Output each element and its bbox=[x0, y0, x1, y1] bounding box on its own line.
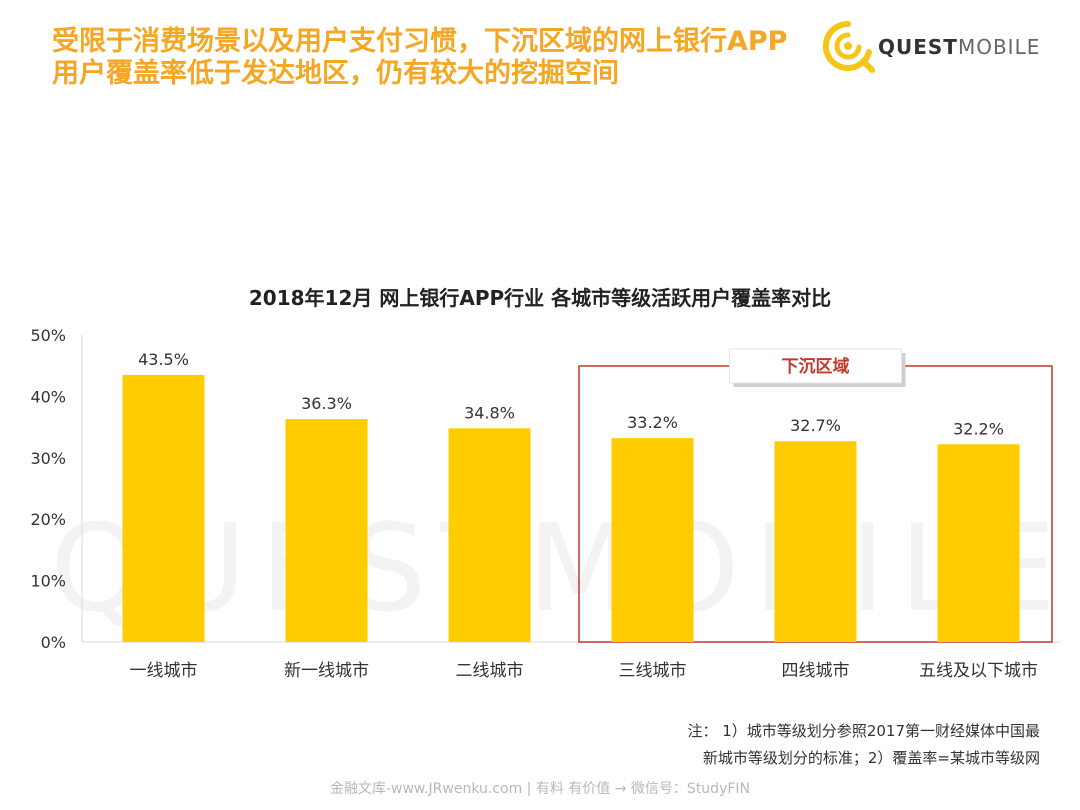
headline: 受限于消费场景以及用户支付习惯，下沉区域的网上银行APP用户覆盖率低于发达地区，… bbox=[52, 26, 788, 89]
y-tick-label: 30% bbox=[30, 449, 66, 468]
brand-name-light: MOBILE bbox=[957, 35, 1041, 59]
y-tick-label: 50% bbox=[30, 326, 66, 345]
questmobile-logo-icon bbox=[822, 20, 875, 73]
bar bbox=[937, 444, 1020, 642]
bar-value-label: 34.8% bbox=[464, 403, 515, 422]
footer-watermark: 金融文库-www.JRwenku.com | 有料 有价值 → 微信号：Stud… bbox=[329, 781, 751, 797]
footnote-line-1: 注： 1）城市等级划分参照2017第一财经媒体中国最 bbox=[687, 722, 1041, 740]
bar bbox=[611, 438, 694, 642]
x-category-label: 四线城市 bbox=[782, 661, 850, 681]
y-tick-label: 10% bbox=[30, 572, 66, 591]
x-category-label: 三线城市 bbox=[619, 661, 687, 681]
brand-name: QUESTMOBILE bbox=[878, 35, 1040, 59]
bar-value-label: 36.3% bbox=[301, 394, 352, 413]
brand-logo: QUESTMOBILE bbox=[820, 18, 1060, 74]
x-category-label: 新一线城市 bbox=[284, 661, 369, 681]
x-category-label: 一线城市 bbox=[130, 661, 198, 681]
y-tick-label: 0% bbox=[41, 633, 66, 652]
bar bbox=[448, 428, 531, 642]
footnote: 注： 1）城市等级划分参照2017第一财经媒体中国最 新城市等级划分的标准；2）… bbox=[600, 718, 1041, 772]
highlight-label-box bbox=[729, 348, 902, 384]
bar-value-label: 43.5% bbox=[138, 350, 189, 369]
y-tick-label: 20% bbox=[30, 510, 66, 529]
bar bbox=[122, 374, 205, 642]
bar-value-label: 33.2% bbox=[627, 413, 678, 432]
bar bbox=[774, 441, 857, 642]
footnote-line-2: 新城市等级划分的标准；2）覆盖率=某城市等级网 bbox=[702, 749, 1040, 767]
bar-value-label: 32.7% bbox=[790, 416, 841, 435]
x-category-label: 五线及以下城市 bbox=[919, 661, 1038, 681]
bar-value-label: 32.2% bbox=[953, 419, 1004, 438]
brand-name-bold: QUEST bbox=[878, 35, 958, 59]
x-category-label: 二线城市 bbox=[456, 661, 524, 681]
chart-title: 2018年12月 网上银行APP行业 各城市等级活跃用户覆盖率对比 bbox=[248, 286, 832, 310]
highlight-label: 下沉区域 bbox=[782, 356, 850, 377]
bar bbox=[285, 419, 368, 642]
y-tick-label: 40% bbox=[30, 387, 66, 406]
background-watermark: QUESTMOBILE bbox=[50, 500, 1070, 639]
